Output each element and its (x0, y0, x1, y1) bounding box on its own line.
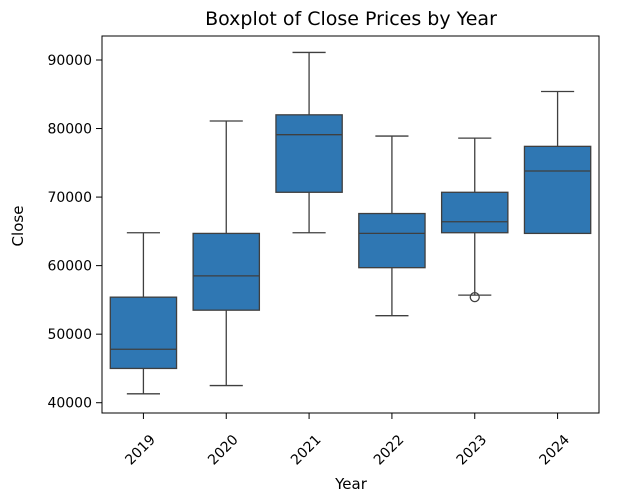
plot-area: 40000 50000 60000 70000 80000 90000 2019 2020 20… (47, 35, 600, 469)
x-tick-label: 2023 (454, 432, 491, 469)
y-tick-label: 60000 (47, 259, 92, 275)
x-tick-label: 2021 (288, 432, 325, 469)
chart-title: Boxplot of Close Prices by Year (205, 8, 497, 30)
box-2022 (358, 212, 426, 269)
x-tick-label: 2024 (536, 432, 573, 469)
outlier-point (469, 292, 480, 303)
x-axis-label: Year (334, 475, 368, 493)
box-2019 (109, 296, 178, 370)
y-tick-label: 90000 (47, 53, 92, 69)
x-tick-label: 2019 (122, 432, 159, 469)
x-tick-label: 2020 (205, 432, 242, 469)
y-tick-label: 70000 (47, 190, 92, 206)
box-2024 (523, 145, 592, 235)
y-axis-label: Close (9, 206, 27, 247)
x-tick-label: 2022 (371, 432, 408, 469)
box-2021 (275, 114, 343, 193)
y-tick-label: 40000 (47, 396, 92, 412)
box-2020 (192, 232, 261, 311)
box-2023 (440, 191, 509, 234)
plot-frame (101, 35, 600, 414)
y-tick-label: 50000 (47, 327, 92, 343)
y-tick-label: 80000 (47, 122, 92, 138)
